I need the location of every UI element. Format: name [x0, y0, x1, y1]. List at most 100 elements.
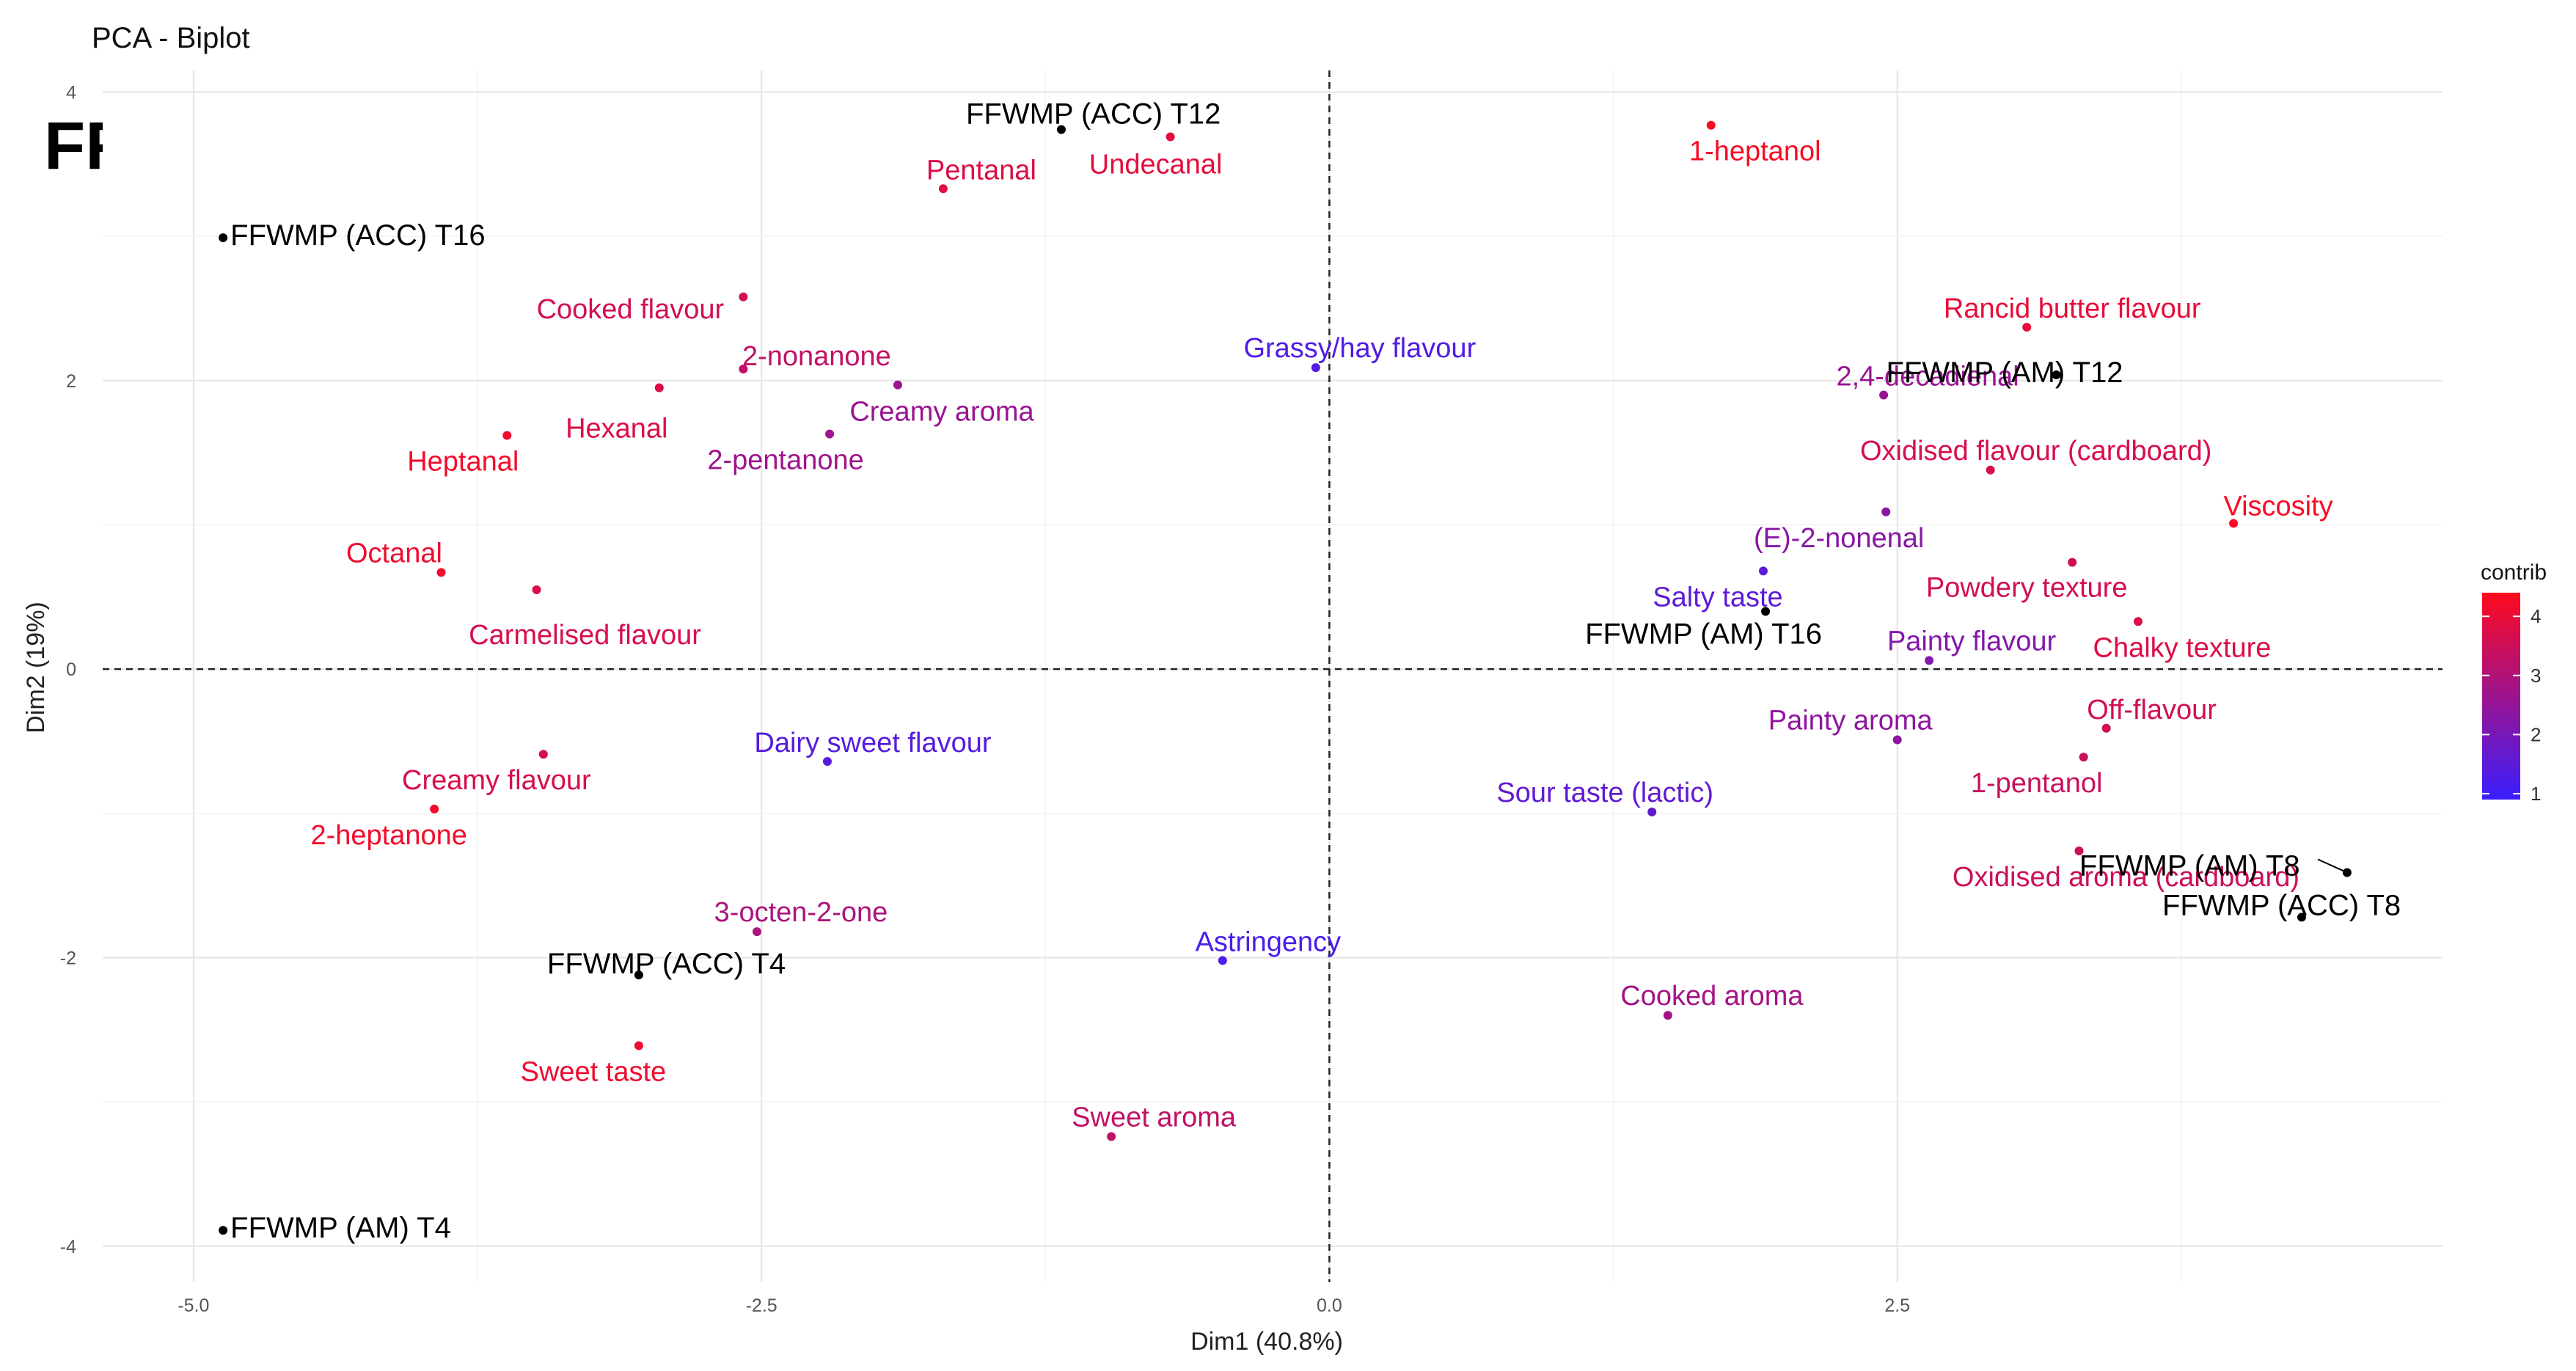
- variable-label: Hexanal: [566, 414, 667, 445]
- x-tick-label: 2.5: [1884, 1295, 1910, 1316]
- variable-point: [1706, 120, 1716, 130]
- variable-label: Sweet taste: [521, 1056, 667, 1087]
- variable-label: Oxidised aroma (cardboard): [1953, 862, 2299, 893]
- grid-lines: [103, 70, 2443, 1282]
- variable-point: [1986, 465, 1995, 475]
- variable-point: [436, 568, 446, 577]
- sample-point: [2052, 370, 2061, 379]
- legend-tick-label: 1: [2531, 783, 2541, 805]
- x-tick-label: 0.0: [1317, 1295, 1342, 1316]
- sample-point: [219, 1226, 228, 1235]
- variable-label: Painty aroma: [1768, 706, 1933, 736]
- variable-point: [893, 380, 902, 390]
- variable-point: [739, 365, 748, 374]
- variable-label: Viscosity: [2223, 491, 2332, 522]
- sample-point: [634, 970, 643, 980]
- variable-label: Creamy aroma: [849, 397, 1034, 428]
- sample-label: FFWMP (AM) T12: [1886, 357, 2123, 389]
- sample-point: [1761, 607, 1771, 616]
- variable-point: [1107, 1132, 1116, 1141]
- variable-label: 2-pentanone: [707, 445, 863, 476]
- sample-label: FFWMP (AM) T4: [230, 1212, 451, 1244]
- variable-label: Chalky texture: [2093, 632, 2272, 663]
- axes: -5.0 -2.5 0.0 2.5 -4 -2 0 2 4: [60, 83, 1910, 1317]
- variable-label: Off-flavour: [2087, 695, 2217, 725]
- variable-label: Oxidised flavour (cardboard): [1860, 436, 2211, 467]
- variable-label: Cooked flavour: [537, 294, 725, 325]
- sample-point: [1056, 125, 1066, 134]
- variable-label: Cooked aroma: [1620, 981, 1804, 1012]
- variable-point: [2229, 519, 2239, 528]
- variable-point: [1758, 566, 1768, 576]
- y-tick-label: 4: [66, 83, 76, 103]
- variable-label: 1-heptanol: [1689, 136, 1821, 167]
- variable-label: Undecanal: [1089, 149, 1223, 180]
- variable-label: Heptanal: [407, 447, 519, 478]
- variable-point: [1925, 656, 1934, 665]
- variable-label: Salty taste: [1653, 582, 1782, 613]
- variable-point: [654, 383, 664, 392]
- y-tick-label: 0: [66, 659, 76, 680]
- reference-lines: [103, 70, 2443, 1282]
- sample-point: [2342, 868, 2352, 877]
- label-connectors: [2317, 858, 2348, 874]
- variable-point: [825, 429, 835, 439]
- variable-point: [538, 750, 548, 759]
- variable-point: [1647, 807, 1657, 816]
- variable-point: [502, 431, 512, 440]
- variable-label: Painty flavour: [1887, 626, 2057, 657]
- x-axis-label: Dim1 (40.8%): [1190, 1328, 1343, 1356]
- variable-label: Rancid butter flavour: [1944, 293, 2201, 324]
- y-axis-label: Dim2 (19%): [22, 602, 50, 733]
- x-tick-label: -2.5: [746, 1295, 777, 1316]
- chart-title: PCA - Biplot: [92, 22, 250, 54]
- variable-label: Dairy sweet flavour: [754, 728, 991, 758]
- variable-point: [2068, 557, 2077, 567]
- sample-label: FFWMP (AM) T16: [1585, 618, 1822, 651]
- variable-label: 2-nonanone: [742, 341, 891, 372]
- variable-label: Powdery texture: [1926, 573, 2128, 604]
- variable-label: Octanal: [346, 538, 442, 568]
- variable-point: [1311, 363, 1320, 373]
- legend-tick-label: 2: [2531, 723, 2541, 745]
- variable-label: Carmelised flavour: [469, 620, 701, 651]
- variable-label: Sweet aroma: [1072, 1102, 1237, 1133]
- label-connector: [2317, 858, 2348, 874]
- y-tick-label: 2: [66, 371, 76, 392]
- variable-point: [2133, 617, 2143, 626]
- legend-colorbar: [2482, 593, 2520, 800]
- sample-label: FFWMP (ACC) T16: [230, 219, 485, 252]
- legend-tick-label: 3: [2531, 665, 2541, 687]
- variable-point: [1879, 390, 1889, 400]
- variable-point: [938, 184, 948, 194]
- points: [219, 120, 2352, 1235]
- variable-point: [532, 585, 541, 594]
- variable-point: [752, 927, 761, 937]
- variable-point: [1892, 735, 1902, 745]
- variable-point: [634, 1041, 643, 1050]
- variable-label: Sour taste (lactic): [1496, 778, 1713, 808]
- variable-point: [2079, 753, 2088, 762]
- legend-ticks: 1 2 3 4: [2482, 605, 2541, 805]
- point-labels: 1-heptanol Undecanal Pentanal Cooked flavou…: [230, 98, 2401, 1245]
- variable-label: 2,4-decadienal: [1836, 362, 2019, 392]
- variable-point: [1881, 507, 1891, 516]
- y-tick-label: -2: [60, 948, 76, 969]
- sample-point: [219, 233, 228, 243]
- variable-label: 1-pentanol: [1971, 768, 2103, 799]
- sample-label: FFWMP (AM) T8: [2079, 849, 2300, 882]
- variable-point: [1166, 132, 1175, 142]
- legend-title: contrib: [2481, 560, 2547, 585]
- variable-point: [739, 292, 748, 301]
- variable-label: Creamy flavour: [402, 765, 591, 796]
- variable-label: Pentanal: [926, 155, 1036, 186]
- sample-label: FFWMP (ACC) T4: [547, 948, 786, 980]
- variable-label: 2-heptanone: [310, 820, 466, 851]
- variable-label: (E)-2-nonenal: [1754, 523, 1924, 554]
- variable-label: 3-octen-2-one: [714, 897, 888, 928]
- variable-point: [2022, 323, 2032, 332]
- plot-panel: [103, 70, 2443, 1282]
- variable-point: [1218, 956, 1227, 965]
- legend-tick-label: 4: [2531, 605, 2541, 627]
